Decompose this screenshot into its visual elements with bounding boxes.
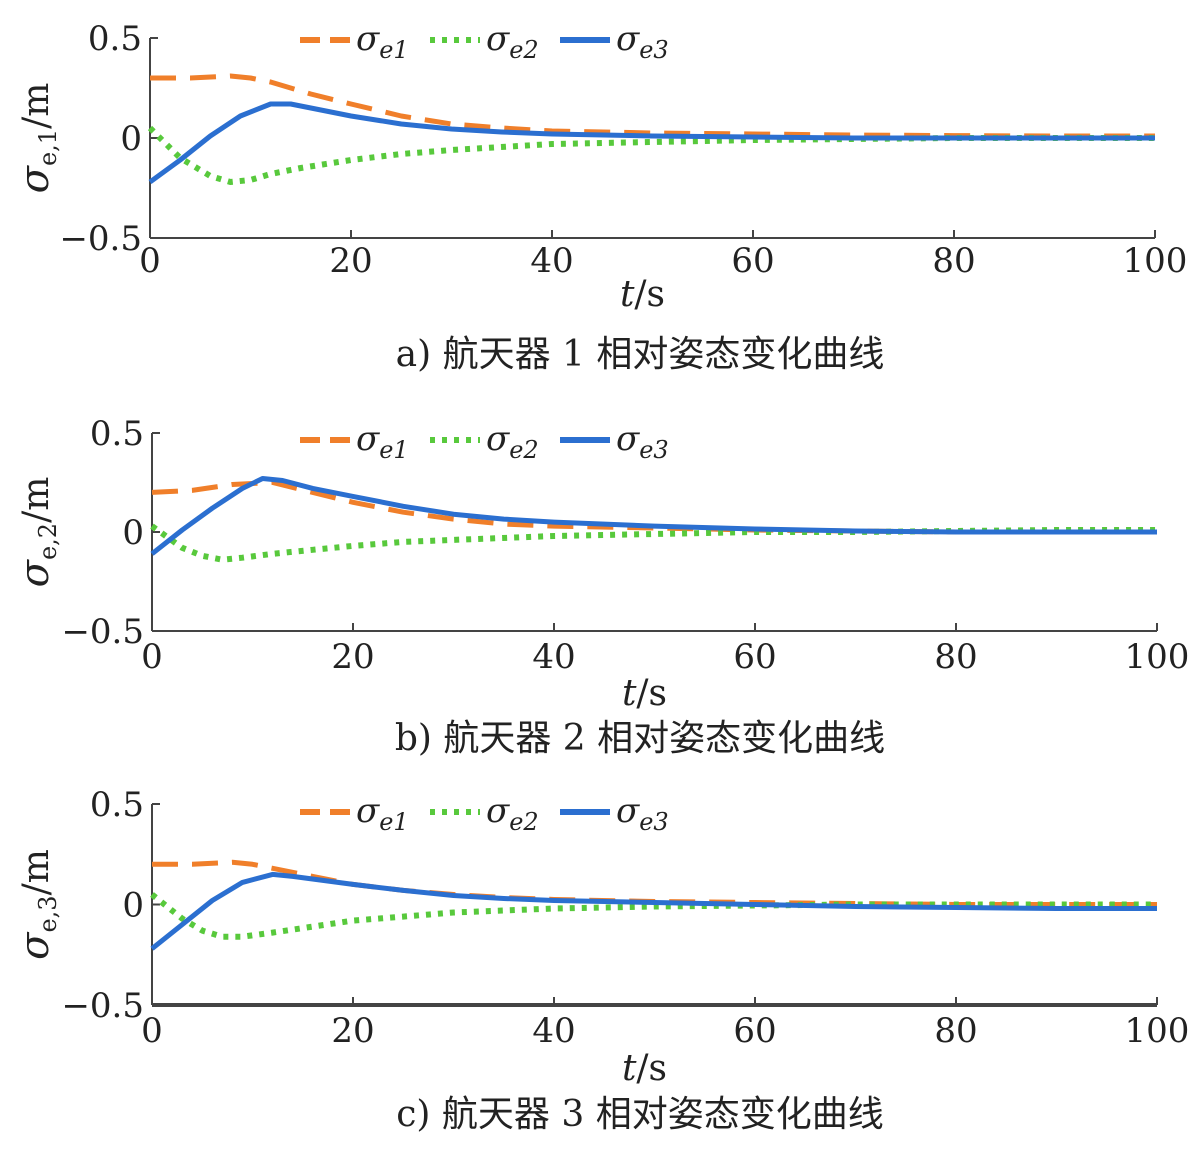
x-tick-label: 60	[731, 241, 774, 281]
panel-caption: a) 航天器 1 相对姿态变化曲线	[396, 334, 885, 375]
y-axis-label: σe,3/m	[12, 849, 62, 960]
series-line-e3	[148, 101, 1155, 185]
legend-label-subscript: e1	[379, 36, 408, 64]
x-axis-label-symbol: t	[622, 1048, 637, 1089]
legend-label-symbol: σ	[486, 791, 510, 831]
y-axis-label-unit: /m	[16, 477, 57, 523]
x-tick-label: 0	[141, 637, 163, 677]
x-tick-label: 80	[934, 1011, 977, 1051]
legend-label-e2: σe2	[486, 791, 539, 836]
y-axis-label-subscript: e,2	[34, 523, 62, 560]
y-axis-label-unit: /m	[16, 83, 57, 129]
x-tick-label: 100	[1125, 637, 1190, 677]
series-line-e2	[150, 892, 1157, 940]
x-axis-label: t/s	[622, 673, 667, 714]
y-axis-label: σe,2/m	[12, 477, 62, 588]
y-tick-label: 0	[122, 886, 144, 926]
legend-label-subscript: e2	[509, 36, 538, 64]
legend-label-e3: σe3	[616, 19, 669, 64]
x-axis-label: t/s	[622, 1048, 667, 1089]
y-tick-label: −0.5	[61, 612, 144, 652]
x-axis-label-unit: /s	[634, 274, 665, 315]
legend-label-symbol: σ	[486, 419, 510, 459]
x-tick-label: 80	[934, 637, 977, 677]
x-tick-label: 100	[1125, 1011, 1190, 1051]
y-axis-label-symbol: σ	[12, 164, 58, 193]
x-tick-label: 40	[532, 1011, 575, 1051]
legend-label-e1: σe1	[356, 19, 409, 64]
y-axis-label-symbol: σ	[12, 558, 58, 587]
y-axis-label-subscript: e,3	[34, 895, 62, 932]
x-axis-label-unit: /s	[636, 673, 667, 714]
y-tick-label: 0	[120, 119, 142, 159]
x-tick-label: 40	[530, 241, 573, 281]
x-axis-label-symbol: t	[620, 274, 635, 315]
legend-label-subscript: e3	[639, 808, 668, 836]
legend-label-e2: σe2	[486, 19, 539, 64]
panel-caption: b) 航天器 2 相对姿态变化曲线	[395, 718, 885, 759]
x-axis-label: t/s	[620, 274, 665, 315]
x-tick-label: 100	[1123, 241, 1188, 281]
legend-label-subscript: e1	[379, 808, 408, 836]
legend-label-symbol: σ	[616, 19, 640, 59]
series-line-e1	[152, 859, 1157, 907]
legend-label-subscript: e3	[639, 36, 668, 64]
y-tick-label: −0.5	[59, 219, 142, 259]
legend-label-e2: σe2	[486, 419, 539, 464]
y-tick-label: 0.5	[90, 414, 144, 454]
legend-label-e3: σe3	[616, 791, 669, 836]
series-line-e1	[150, 73, 1155, 139]
x-axis-label-unit: /s	[636, 1048, 667, 1089]
legend-label-subscript: e1	[379, 436, 408, 464]
x-tick-label: 80	[932, 241, 975, 281]
x-tick-label: 0	[139, 241, 161, 281]
y-axis-label: σe,1/m	[12, 83, 62, 194]
x-tick-label: 0	[141, 1011, 163, 1051]
legend-label-subscript: e3	[639, 436, 668, 464]
legend-label-symbol: σ	[356, 419, 380, 459]
y-tick-label: 0.5	[88, 19, 142, 59]
legend-label-e3: σe3	[616, 419, 669, 464]
panel-caption: c) 航天器 3 相对姿态变化曲线	[396, 1094, 883, 1135]
x-tick-label: 20	[329, 241, 372, 281]
x-tick-label: 60	[733, 637, 776, 677]
y-tick-label: 0.5	[90, 785, 144, 825]
legend-label-subscript: e2	[509, 808, 538, 836]
y-axis-label-subscript: e,1	[34, 129, 62, 166]
legend-label-symbol: σ	[356, 791, 380, 831]
series-line-e3	[150, 871, 1157, 951]
x-tick-label: 60	[733, 1011, 776, 1051]
x-tick-label: 40	[532, 637, 575, 677]
legend-label-symbol: σ	[616, 419, 640, 459]
x-tick-label: 20	[331, 1011, 374, 1051]
x-tick-label: 20	[331, 637, 374, 677]
legend-label-e1: σe1	[356, 791, 409, 836]
y-axis-label-unit: /m	[16, 849, 57, 895]
series-line-e3	[150, 476, 1157, 556]
x-axis-label-symbol: t	[622, 673, 637, 714]
y-tick-label: −0.5	[61, 986, 144, 1026]
legend-label-symbol: σ	[616, 791, 640, 831]
legend-label-symbol: σ	[356, 19, 380, 59]
legend-label-e1: σe1	[356, 419, 409, 464]
legend-label-subscript: e2	[509, 436, 538, 464]
legend-label-symbol: σ	[486, 19, 510, 59]
y-axis-label-symbol: σ	[12, 931, 58, 960]
y-tick-label: 0	[122, 513, 144, 553]
